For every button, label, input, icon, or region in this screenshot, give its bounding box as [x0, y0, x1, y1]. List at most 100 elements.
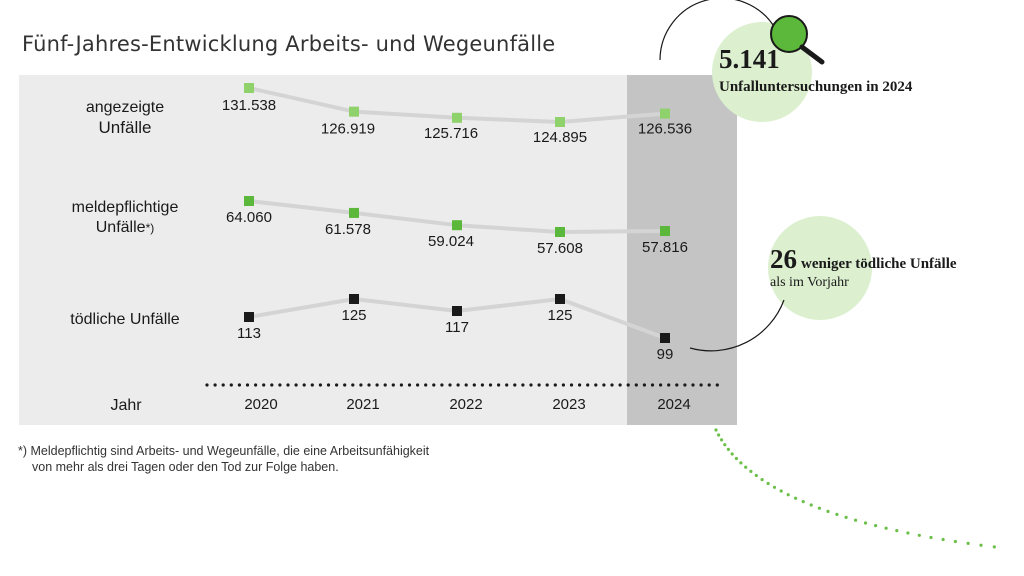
- axis-dot: [213, 383, 217, 387]
- data-point: [452, 220, 462, 231]
- axis-dot: [472, 383, 476, 387]
- green-dot: [854, 518, 858, 522]
- axis-dot: [399, 383, 403, 387]
- green-dot: [906, 531, 910, 535]
- x-tick-labels: 2020 2021 2022 2023 2024: [244, 396, 690, 413]
- axis-dot: [326, 383, 331, 387]
- green-dot: [844, 515, 848, 520]
- green-dot: [720, 438, 724, 442]
- green-dot: [726, 447, 731, 451]
- axis-dot: [310, 383, 314, 387]
- stat-fatal-subtext: als im Vorjahr: [770, 275, 849, 290]
- axis-dot: [642, 383, 647, 387]
- data-label: 117: [445, 319, 469, 336]
- data-point: [244, 83, 254, 93]
- data-label: 125.716: [424, 125, 478, 142]
- axis-dot: [699, 383, 703, 387]
- axis-dot: [545, 383, 549, 387]
- axis-dot: [245, 383, 250, 387]
- data-point: [660, 226, 670, 237]
- axis-dot: [407, 383, 412, 387]
- green-dot: [966, 541, 970, 546]
- axis-dot: [650, 383, 655, 387]
- axis-dot: [675, 383, 679, 387]
- data-point: [349, 294, 359, 304]
- axis-dot: [513, 383, 517, 387]
- green-dot: [884, 526, 888, 530]
- stat-fatal-value: 26: [770, 244, 797, 274]
- green-dot: [786, 493, 790, 497]
- axis-dot: [578, 383, 582, 387]
- axis-dot: [335, 383, 339, 387]
- data-point: [555, 227, 565, 237]
- green-dot: [895, 529, 899, 533]
- axis-dot: [707, 383, 711, 387]
- green-dot: [772, 485, 777, 489]
- axis-dot: [367, 383, 371, 387]
- stat-bubble-fatal: [768, 216, 872, 320]
- data-label: 124.895: [533, 129, 587, 146]
- axis-dot: [448, 383, 452, 387]
- green-dot: [863, 521, 868, 525]
- green-dot: [929, 535, 933, 540]
- axis-dot: [278, 383, 282, 387]
- data-point: [349, 207, 359, 218]
- axis-dot: [270, 383, 274, 387]
- axis-dot: [254, 383, 258, 387]
- x-tick-label: 2020: [244, 396, 277, 413]
- data-point: [660, 333, 670, 343]
- data-label: 125: [547, 307, 572, 324]
- green-dot: [754, 473, 758, 478]
- axis-dot: [205, 383, 209, 387]
- series-layer: 131.538 126.919 125.716 124.895 126.536 64.06…: [222, 83, 692, 363]
- axis-dot: [424, 383, 428, 387]
- axis-dot: [553, 383, 557, 387]
- axis-dot: [505, 383, 509, 387]
- data-point: [660, 108, 670, 119]
- green-dot: [760, 478, 764, 482]
- axis-dot: [343, 383, 347, 387]
- data-point: [555, 117, 565, 127]
- axis-dot: [237, 383, 241, 387]
- data-point: [555, 294, 565, 304]
- axis-dot: [618, 383, 622, 387]
- green-dot: [826, 509, 830, 513]
- axis-dot: [221, 383, 225, 387]
- green-dot: [779, 489, 783, 493]
- green-dot: [941, 537, 945, 542]
- data-label: 64.060: [226, 209, 272, 226]
- green-dot: [723, 443, 727, 447]
- axis-dot: [610, 383, 614, 387]
- data-label: 99: [657, 346, 674, 363]
- arc-decoration-top: [659, 0, 776, 61]
- axis-dot: [521, 383, 525, 387]
- axis-dot: [480, 383, 484, 387]
- axis-dot: [497, 383, 501, 387]
- data-point: [349, 106, 359, 117]
- axis-dot: [294, 383, 298, 387]
- axis-dot: [359, 383, 363, 387]
- footnote: *) Meldepflichtig sind Arbeits- und Wege…: [18, 444, 430, 474]
- green-dot: [766, 481, 770, 486]
- axis-dot: [626, 383, 630, 387]
- x-tick-label: 2024: [657, 396, 690, 413]
- row-label-reported: angezeigte Unfälle: [85, 99, 165, 137]
- stat-fatal: 26 weniger tödliche Unfälle: [770, 244, 957, 275]
- axis-dot: [375, 383, 379, 387]
- green-dot: [714, 428, 718, 432]
- row-label-notifiable: meldepflichtige Unfälle*): [71, 199, 179, 236]
- axis-dot: [602, 383, 606, 387]
- green-dot: [953, 539, 958, 544]
- dotted-green-curve: [714, 428, 996, 549]
- green-dot: [817, 506, 822, 510]
- x-axis-label: Jahr: [110, 397, 142, 414]
- green-dot: [801, 500, 805, 504]
- axis-dot: [229, 383, 233, 387]
- axis-dot: [715, 383, 719, 387]
- axis-dot: [302, 383, 306, 387]
- green-dot: [717, 433, 721, 437]
- axis-dot: [561, 383, 566, 387]
- green-dot: [794, 496, 798, 500]
- axis-dot: [659, 383, 663, 387]
